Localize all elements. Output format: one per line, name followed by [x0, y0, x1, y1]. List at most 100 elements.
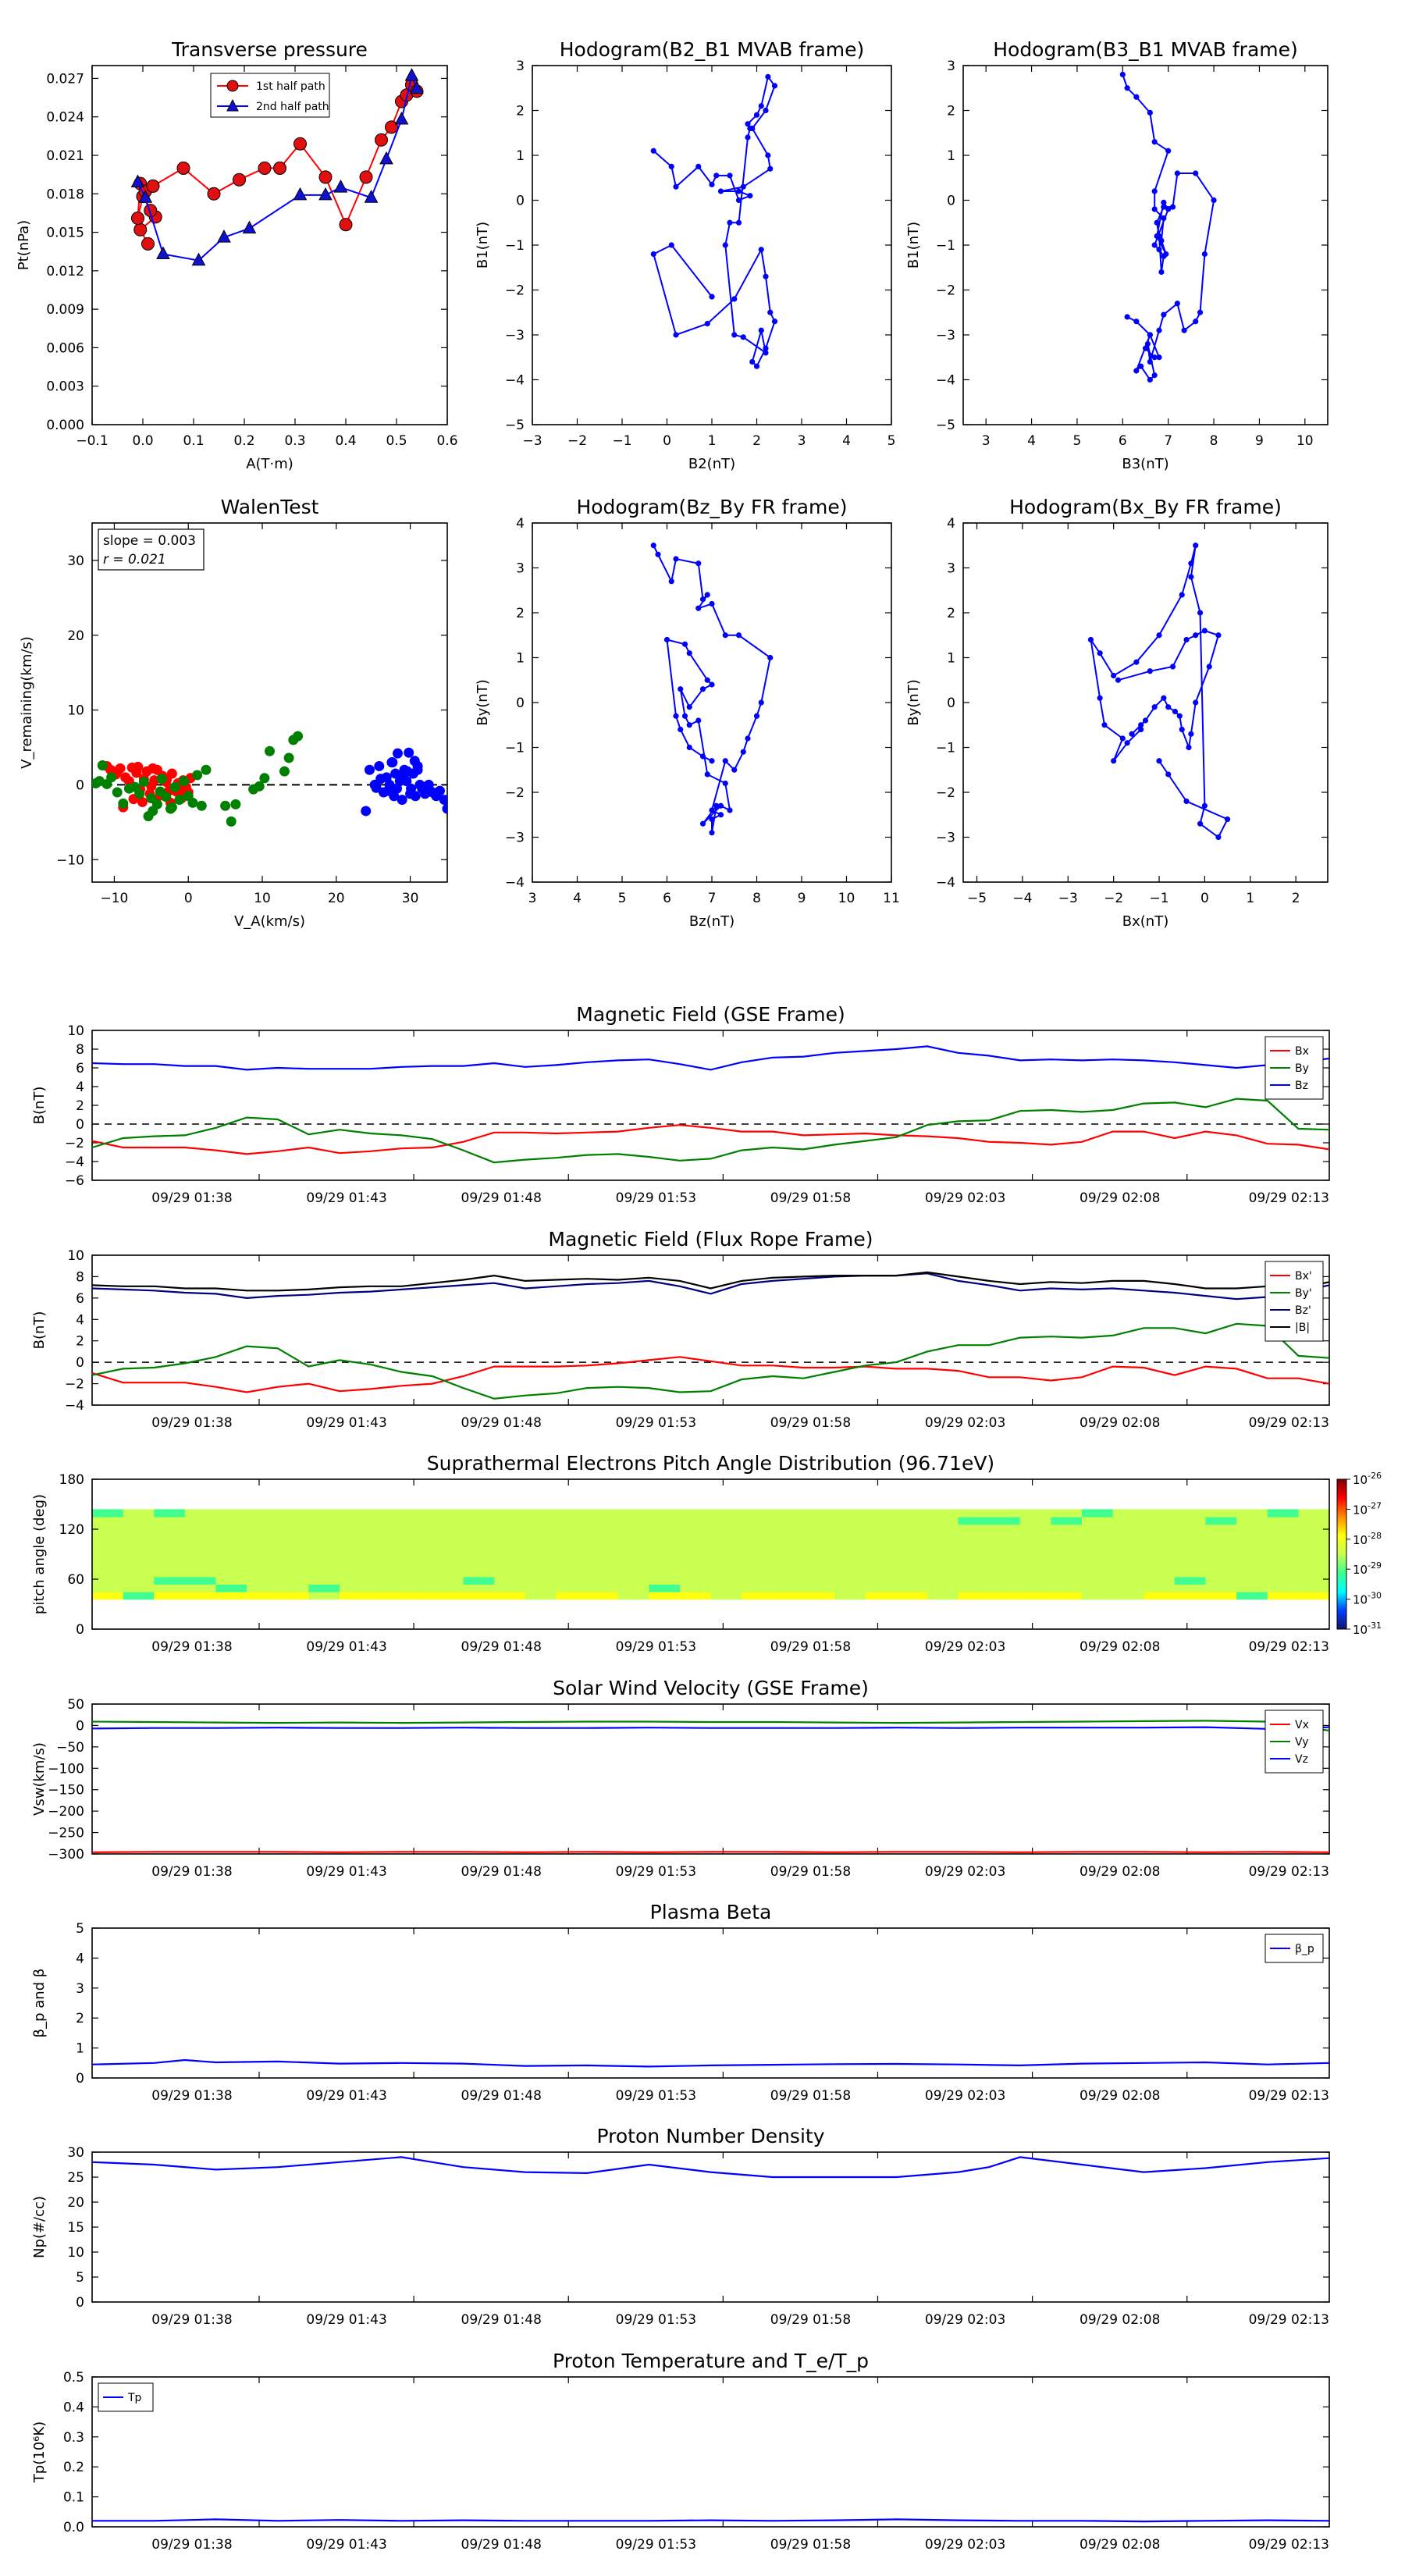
h2-ytick-label: −3: [936, 328, 955, 343]
pad-cell: [834, 1539, 866, 1547]
pad-cell: [556, 1576, 588, 1585]
pad-cell: [710, 1532, 742, 1540]
h3-point: [686, 650, 692, 656]
pad-cell: [742, 1539, 774, 1547]
beta-ytick-label: 3: [76, 1981, 84, 1997]
h3-point: [727, 807, 733, 813]
pad-cell: [1267, 1554, 1299, 1563]
pt-point-marker: [333, 180, 348, 193]
pad-cell: [865, 1554, 897, 1563]
pad-cell: [215, 1532, 247, 1540]
pad-cell: [401, 1569, 433, 1578]
walen-point: [421, 781, 432, 792]
h2-point: [1151, 242, 1158, 248]
mag_gse-xtick-label: 09/29 02:08: [1080, 1190, 1160, 1206]
pad-cell: [1051, 1539, 1083, 1547]
pad-cell: [1082, 1524, 1114, 1532]
walen-ytick-label: −10: [56, 852, 84, 868]
pad-cell: [184, 1554, 217, 1563]
walen-point: [283, 753, 294, 763]
pad-cell: [154, 1576, 186, 1585]
pad-cell: [772, 1561, 804, 1570]
h4-xtick-label: −3: [1058, 891, 1078, 906]
mag_fr-series-line: [91, 1356, 1330, 1393]
h4-point: [1119, 735, 1126, 742]
mag_gse-ytick-label: 10: [67, 1023, 84, 1039]
beta-xtick-label: 09/29 01:53: [616, 2088, 696, 2104]
pad-cell: [1174, 1524, 1207, 1532]
h2-point: [1156, 233, 1162, 240]
h1-point: [763, 273, 769, 279]
pt-point-marker: [293, 187, 308, 201]
pad-xtick-label: 09/29 02:03: [925, 1639, 1005, 1655]
pad-cell: [958, 1592, 990, 1600]
pad-cell: [401, 1546, 433, 1555]
pad-cell: [1174, 1576, 1207, 1585]
h2-point: [1156, 327, 1162, 333]
pad-cell: [865, 1569, 897, 1578]
walen-point: [187, 797, 198, 808]
pad-cell: [92, 1539, 124, 1547]
mag_fr-ytick-label: 4: [76, 1312, 84, 1328]
pad-cell: [834, 1554, 866, 1563]
h1-point: [731, 332, 738, 338]
pt-point-marker: [404, 68, 419, 81]
pad-cell: [215, 1517, 247, 1525]
pad-cell: [494, 1554, 526, 1563]
mag_fr-panel: Magnetic Field (Flux Rope Frame) −4 −2 0 2 4 6…: [31, 1228, 1330, 1431]
pad-cell: [154, 1532, 186, 1540]
h4-ytick-label: 2: [947, 606, 955, 621]
pt-point-marker: [394, 111, 409, 125]
mag_fr-axes-frame: [91, 1254, 1330, 1406]
walen-point: [375, 774, 386, 785]
pad-cell: [1112, 1546, 1144, 1555]
h2-point: [1151, 354, 1158, 361]
h4-point: [1197, 820, 1204, 827]
pad-cell: [896, 1509, 928, 1517]
h1-point: [765, 152, 771, 158]
pad-cell: [1082, 1561, 1114, 1570]
pad-cell: [803, 1569, 835, 1578]
pad-cell: [494, 1561, 526, 1570]
h2-point: [1154, 219, 1160, 226]
mag_gse-ytick-label: 2: [76, 1098, 84, 1114]
h4-title: Hodogram(Bx_By FR frame): [1009, 496, 1282, 518]
vsw-ytick-label: −300: [48, 1847, 84, 1863]
pad-cell: [154, 1539, 186, 1547]
h2-ytick-label: 1: [947, 148, 955, 164]
h2-xlabel: B3(nT): [1122, 456, 1168, 472]
pad-cell: [1112, 1509, 1144, 1517]
pad-cell: [927, 1509, 959, 1517]
pad-cell: [865, 1561, 897, 1570]
h3-ytick-label: 0: [516, 696, 525, 711]
h3-point: [704, 677, 710, 683]
mag_gse-ylabel: B(nT): [31, 1087, 48, 1125]
beta-title: Plasma Beta: [650, 1901, 772, 1923]
tp-legend-label: Tp: [127, 2392, 142, 2404]
walen-point: [392, 783, 403, 794]
pad-heatmap: [92, 1509, 1330, 1600]
h2-ytick-label: 2: [947, 104, 955, 119]
h3-xtick-label: 5: [618, 891, 627, 906]
h4-ytick-label: 4: [947, 516, 955, 532]
h4-panel: Hodogram(Bx_By FR frame)−4−3−2−101234−5−…: [905, 496, 1329, 930]
h1-point: [650, 148, 656, 154]
vsw-ytick-label: 50: [67, 1697, 84, 1713]
walen-xtick-label: 30: [402, 891, 419, 906]
h1-point: [771, 83, 778, 89]
h2-ytick-label: −1: [936, 238, 955, 254]
h4-point: [1156, 758, 1162, 764]
pad-cell: [1112, 1539, 1144, 1547]
mag_gse-panel: Magnetic Field (GSE Frame) −6 −4 −2 0 2 4 6 8 10 0…: [31, 1003, 1330, 1206]
h3-xtick-label: 3: [528, 891, 537, 906]
h4-point: [1206, 664, 1212, 670]
pad-cell: [277, 1554, 309, 1563]
h1-point: [771, 318, 778, 325]
pad-cell: [1298, 1569, 1330, 1578]
h1-point: [763, 107, 769, 114]
pad-cell: [834, 1584, 866, 1592]
pad-cell: [649, 1561, 681, 1570]
pad-cell: [556, 1539, 588, 1547]
pt-point-marker: [130, 174, 145, 187]
walen-axes-frame: [91, 522, 448, 883]
